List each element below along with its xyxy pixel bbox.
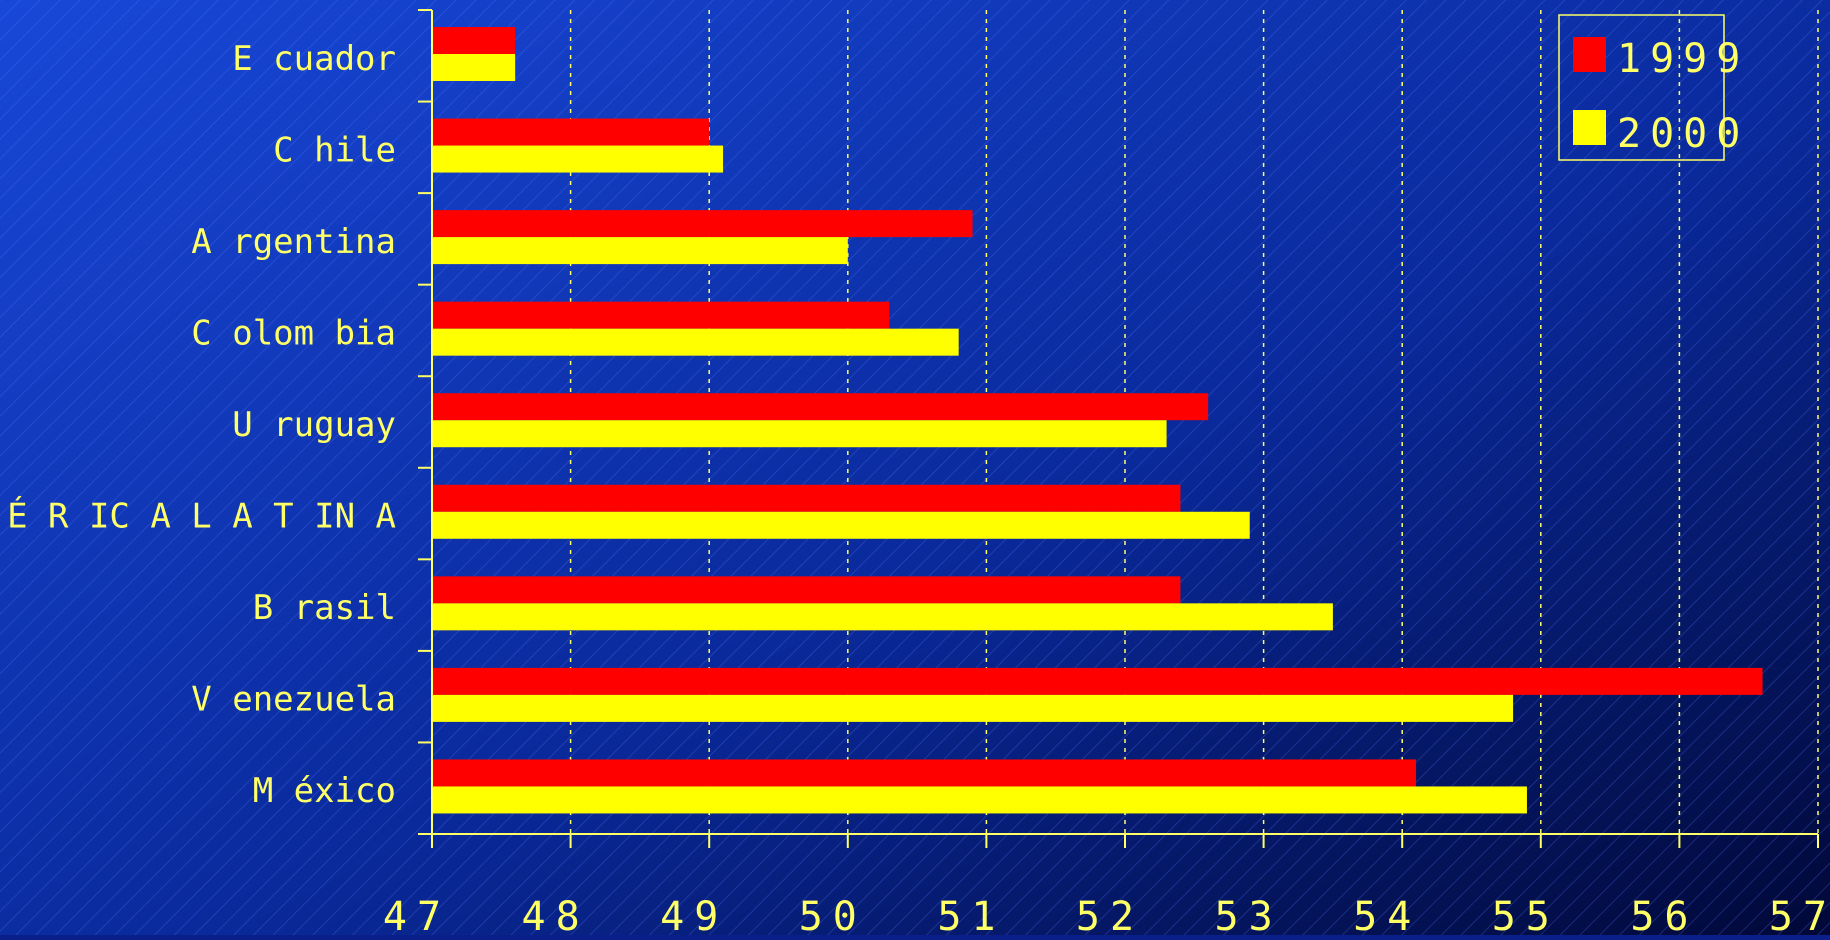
bar-brasil-2000 (432, 603, 1333, 631)
bar-venezuela-1999 (432, 667, 1763, 695)
x-tick-label-52: 52 (1076, 894, 1144, 935)
bar-m-xico-2000 (432, 786, 1527, 814)
bar-uruguay-2000 (432, 420, 1167, 448)
x-tick-label-53: 53 (1215, 894, 1283, 935)
category-labels: E cuador C hile A rgentina C olom bia U rugu… (0, 39, 396, 811)
category-label: C olom bia (191, 313, 396, 353)
legend: 1999 2000 (1558, 14, 1749, 161)
category-label: U ruguay (232, 405, 396, 445)
bar-argentina-1999 (432, 210, 973, 238)
x-tick-label-51: 51 (937, 894, 1005, 935)
x-tick-label-55: 55 (1492, 894, 1560, 935)
axes (418, 9, 1819, 848)
bars (432, 27, 1763, 814)
category-label: A rgentina (191, 222, 396, 262)
legend-swatch-1999 (1573, 37, 1606, 72)
bar-uruguay-1999 (432, 393, 1209, 421)
legend-swatch-2000 (1573, 110, 1606, 145)
bar-colombia-1999 (432, 301, 890, 329)
bar-ecuador-1999 (432, 27, 516, 54)
bar-venezuela-2000 (432, 694, 1514, 722)
category-label: V enezuela (191, 680, 396, 720)
x-tick-label-48: 48 (522, 894, 590, 935)
legend-label-1999: 1999 (1617, 36, 1749, 82)
bar-m-xico-1999 (432, 759, 1417, 787)
bar-chile-1999 (432, 118, 710, 146)
x-tick-label-54: 54 (1353, 894, 1421, 935)
legend-box (1558, 14, 1725, 161)
x-tick-label-56: 56 (1630, 894, 1698, 935)
category-label: B rasil (253, 588, 396, 628)
bar-argentina-2000 (432, 237, 848, 265)
x-tick-label-57: 57 (1769, 894, 1830, 935)
bar-ecuador-2000 (432, 54, 516, 81)
bar-am-rica-latina-1999 (432, 484, 1181, 512)
category-label: A M É R IC A L A T IN A (0, 496, 396, 537)
legend-label-2000: 2000 (1617, 111, 1749, 157)
x-tick-labels: 47 48 49 50 51 52 53 54 55 56 57 (383, 894, 1830, 940)
bar-brasil-1999 (432, 576, 1181, 604)
category-label: M éxico (253, 771, 396, 811)
x-tick-label-49: 49 (660, 894, 728, 935)
x-tick-label-47: 47 (383, 894, 451, 935)
bar-am-rica-latina-2000 (432, 511, 1250, 539)
bar-chile-2000 (432, 145, 724, 173)
category-label: E cuador (232, 39, 396, 79)
category-label: C hile (273, 130, 396, 170)
x-tick-label-50: 50 (799, 894, 867, 935)
bar-colombia-2000 (432, 328, 959, 356)
